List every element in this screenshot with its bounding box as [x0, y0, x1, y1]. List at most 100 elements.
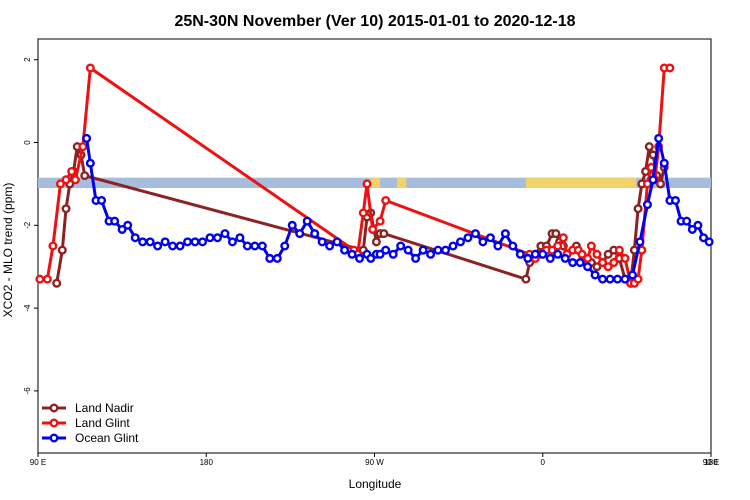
- y-tick-label: -2: [23, 221, 32, 229]
- data-point: [530, 249, 540, 259]
- data-point: [242, 241, 252, 251]
- data-point: [603, 262, 613, 272]
- data-point: [80, 171, 90, 181]
- data-point: [523, 253, 533, 263]
- data-point: [620, 274, 630, 284]
- data-point: [227, 237, 237, 247]
- y-tick-label: 0: [23, 140, 32, 145]
- data-point: [478, 237, 488, 247]
- data-point: [493, 241, 503, 251]
- data-point: [85, 158, 95, 168]
- data-point: [598, 258, 608, 268]
- data-point: [42, 274, 52, 284]
- legend-label: Ocean Glint: [75, 431, 139, 445]
- data-point: [272, 253, 282, 263]
- data-point: [67, 166, 77, 176]
- data-point: [654, 133, 664, 143]
- data-point: [97, 195, 107, 205]
- data-point: [614, 245, 624, 255]
- data-point: [590, 270, 600, 280]
- data-point: [52, 278, 62, 288]
- data-point: [455, 237, 465, 247]
- y-tick-label: 2: [23, 57, 32, 62]
- data-point: [553, 241, 563, 251]
- legend-label: Land Glint: [75, 416, 130, 430]
- data-point: [198, 237, 208, 247]
- x-axis-label: Longitude: [349, 477, 402, 491]
- data-point: [538, 249, 548, 259]
- x-tick-label: 90 E: [703, 458, 719, 467]
- data-point: [347, 249, 357, 259]
- data-point: [295, 229, 305, 239]
- data-point: [257, 241, 267, 251]
- data-point: [426, 249, 436, 259]
- data-point: [403, 245, 413, 255]
- data-point: [470, 229, 480, 239]
- data-point: [381, 195, 391, 205]
- data-point: [682, 216, 692, 226]
- data-point: [551, 229, 561, 239]
- data-point: [130, 233, 140, 243]
- data-point: [575, 258, 585, 268]
- data-point: [160, 237, 170, 247]
- legend-swatch-marker: [49, 433, 59, 443]
- x-tick-label: 0: [541, 458, 546, 467]
- data-point: [609, 258, 619, 268]
- data-point: [110, 216, 120, 226]
- data-point: [627, 270, 637, 280]
- data-point: [656, 179, 666, 189]
- data-point: [317, 237, 327, 247]
- data-point: [687, 224, 697, 234]
- data-point: [642, 200, 652, 210]
- data-point: [175, 241, 185, 251]
- data-point: [547, 245, 557, 255]
- data-point: [670, 195, 680, 205]
- data-point: [265, 253, 275, 263]
- data-point: [145, 237, 155, 247]
- data-point: [183, 237, 193, 247]
- data-point: [168, 241, 178, 251]
- data-point: [598, 274, 608, 284]
- series-ocean-glint: [82, 133, 714, 284]
- y-axis-ticks: 2 0 -2 -4 -6: [23, 57, 38, 395]
- y-tick-label: -4: [23, 304, 32, 312]
- data-point: [699, 233, 709, 243]
- data-point: [287, 220, 297, 230]
- band-land: [525, 177, 637, 189]
- data-point: [659, 158, 669, 168]
- data-point: [302, 216, 312, 226]
- data-point: [648, 175, 658, 185]
- data-point: [463, 233, 473, 243]
- data-point: [61, 175, 71, 185]
- data-point: [396, 241, 406, 251]
- data-point: [381, 245, 391, 255]
- data-point: [235, 233, 245, 243]
- data-point: [190, 237, 200, 247]
- data-point: [433, 245, 443, 255]
- data-point: [704, 237, 714, 247]
- data-point: [583, 262, 593, 272]
- data-point: [48, 241, 58, 251]
- data-point: [521, 274, 531, 284]
- data-point: [340, 245, 350, 255]
- data-point: [375, 216, 385, 226]
- data-point: [560, 253, 570, 263]
- data-point: [644, 142, 654, 152]
- data-point: [553, 249, 563, 259]
- data-point: [205, 233, 215, 243]
- data-point: [613, 274, 623, 284]
- data-point: [441, 245, 451, 255]
- data-point: [485, 233, 495, 243]
- data-point: [325, 241, 335, 251]
- data-point: [368, 224, 378, 234]
- legend-label: Land Nadir: [75, 401, 134, 415]
- data-point: [418, 245, 428, 255]
- data-point: [515, 249, 525, 259]
- y-tick-label: -6: [23, 387, 32, 395]
- data-point: [592, 262, 602, 272]
- data-point: [70, 175, 80, 185]
- data-point: [605, 274, 615, 284]
